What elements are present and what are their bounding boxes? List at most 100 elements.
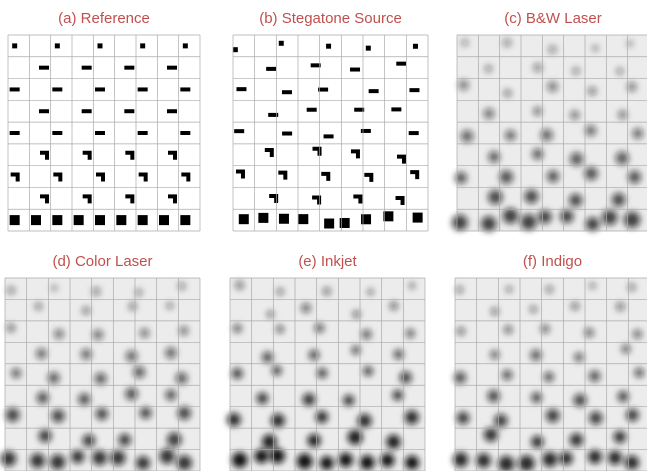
dot (82, 109, 92, 113)
panel: (d) Color Laser (1, 253, 200, 471)
dot (488, 151, 500, 163)
dot (588, 87, 597, 96)
dot (542, 452, 557, 467)
dot (499, 170, 513, 184)
dot (37, 392, 49, 404)
dot (494, 414, 507, 427)
dot (391, 107, 401, 111)
dot (96, 408, 108, 420)
dot (55, 43, 60, 48)
dot (570, 152, 583, 165)
dot (233, 324, 242, 333)
dot (545, 285, 553, 293)
dot (506, 286, 513, 293)
panel-title: (e) Inkjet (298, 253, 357, 270)
dot (119, 434, 131, 446)
dot (621, 344, 630, 353)
dot (461, 130, 474, 143)
dot (360, 455, 375, 470)
dot (454, 372, 466, 384)
dot (233, 47, 238, 52)
dot (559, 452, 572, 465)
dot (227, 413, 241, 427)
dot (588, 450, 602, 464)
dot (50, 454, 65, 469)
dot (311, 63, 321, 67)
dot (530, 306, 537, 313)
dot (602, 210, 617, 225)
dot (180, 131, 190, 135)
dot (394, 349, 404, 359)
dot (140, 407, 152, 419)
dot (484, 428, 498, 442)
dot (524, 190, 538, 204)
dot (589, 282, 596, 289)
dot (12, 43, 17, 48)
dot (409, 282, 415, 288)
dot (584, 328, 594, 338)
dot (239, 214, 249, 224)
dot (586, 217, 600, 231)
dot (518, 455, 534, 471)
dot (625, 456, 639, 470)
dot (92, 450, 107, 465)
dot (176, 372, 188, 384)
dot (323, 287, 331, 295)
dot (235, 281, 244, 290)
dot (307, 434, 320, 447)
dot (484, 108, 495, 119)
dot (52, 87, 62, 91)
dot (350, 68, 360, 72)
dot (262, 352, 273, 363)
dot (124, 109, 134, 113)
panel-title: (a) Reference (58, 10, 150, 27)
dot (396, 62, 406, 66)
dot (366, 46, 371, 51)
dot (569, 194, 582, 207)
dot (11, 368, 21, 378)
dot (177, 455, 192, 470)
dot (257, 393, 268, 404)
dot (81, 349, 92, 360)
dot (110, 450, 125, 465)
dot (54, 329, 64, 339)
dot (95, 215, 105, 225)
dot (95, 131, 105, 135)
panel-title: (f) Indigo (523, 253, 582, 270)
dot (179, 326, 188, 335)
dot (405, 410, 419, 424)
dot (485, 65, 493, 73)
dot (457, 412, 470, 425)
dot (39, 429, 52, 442)
dot (303, 393, 316, 406)
dot (574, 352, 584, 362)
dot (406, 329, 415, 338)
dot (180, 215, 190, 225)
dot (140, 328, 150, 338)
dot (255, 449, 269, 463)
dot (571, 302, 579, 310)
panel: (c) B&W Laser (452, 10, 647, 231)
dot (363, 366, 373, 376)
dot (324, 134, 334, 138)
dot (116, 215, 126, 225)
dot (362, 329, 372, 339)
dot (307, 108, 317, 112)
dot (547, 170, 559, 182)
dot (361, 129, 371, 133)
dot (301, 303, 311, 313)
dot (413, 213, 423, 223)
dot (491, 307, 499, 315)
dot (570, 110, 579, 119)
dot (276, 325, 284, 333)
dot (309, 350, 320, 361)
dot (531, 392, 542, 403)
dot (616, 302, 625, 311)
dot (95, 87, 105, 91)
dot (92, 287, 101, 296)
dot (608, 451, 622, 465)
dot (632, 128, 643, 139)
dot (532, 149, 543, 160)
dot (627, 82, 636, 91)
dot (39, 109, 49, 113)
